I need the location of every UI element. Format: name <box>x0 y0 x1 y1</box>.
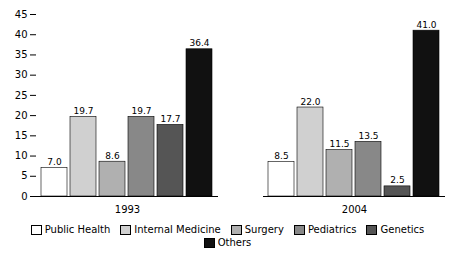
svg-text:22.0: 22.0 <box>300 97 320 107</box>
svg-text:5: 5 <box>21 170 27 181</box>
svg-text:2004: 2004 <box>342 204 367 215</box>
svg-text:10: 10 <box>15 150 28 161</box>
svg-text:15: 15 <box>15 130 28 141</box>
svg-text:40: 40 <box>15 29 28 40</box>
svg-text:35: 35 <box>15 49 28 60</box>
svg-text:30: 30 <box>15 69 28 80</box>
svg-text:8.5: 8.5 <box>274 151 288 161</box>
svg-text:2.5: 2.5 <box>390 175 404 185</box>
html-text:Others: Others <box>217 237 252 248</box>
svg-text:11.5: 11.5 <box>329 139 349 149</box>
svg-text:20: 20 <box>15 110 28 121</box>
html-text:Surgery: Surgery <box>244 224 284 235</box>
svg-text:25: 25 <box>15 90 28 101</box>
svg-text:19.7: 19.7 <box>73 106 93 116</box>
svg-text:17.7: 17.7 <box>160 114 180 124</box>
svg-text:45: 45 <box>15 9 28 20</box>
svg-text:36.4: 36.4 <box>189 38 209 48</box>
html-text:Genetics: Genetics <box>380 224 425 235</box>
html-text:Public Health: Public Health <box>44 224 111 235</box>
svg-text:1993: 1993 <box>115 204 140 215</box>
html-text:Pediatrics: Pediatrics <box>307 224 357 235</box>
svg-text:8.6: 8.6 <box>105 151 120 161</box>
svg-text:41.0: 41.0 <box>416 20 436 30</box>
svg-text:19.7: 19.7 <box>131 106 151 116</box>
svg-text:0: 0 <box>21 191 27 202</box>
svg-text:13.5: 13.5 <box>358 131 378 141</box>
html-text:Internal Medicine: Internal Medicine <box>134 224 221 235</box>
svg-text:7.0: 7.0 <box>47 157 62 167</box>
